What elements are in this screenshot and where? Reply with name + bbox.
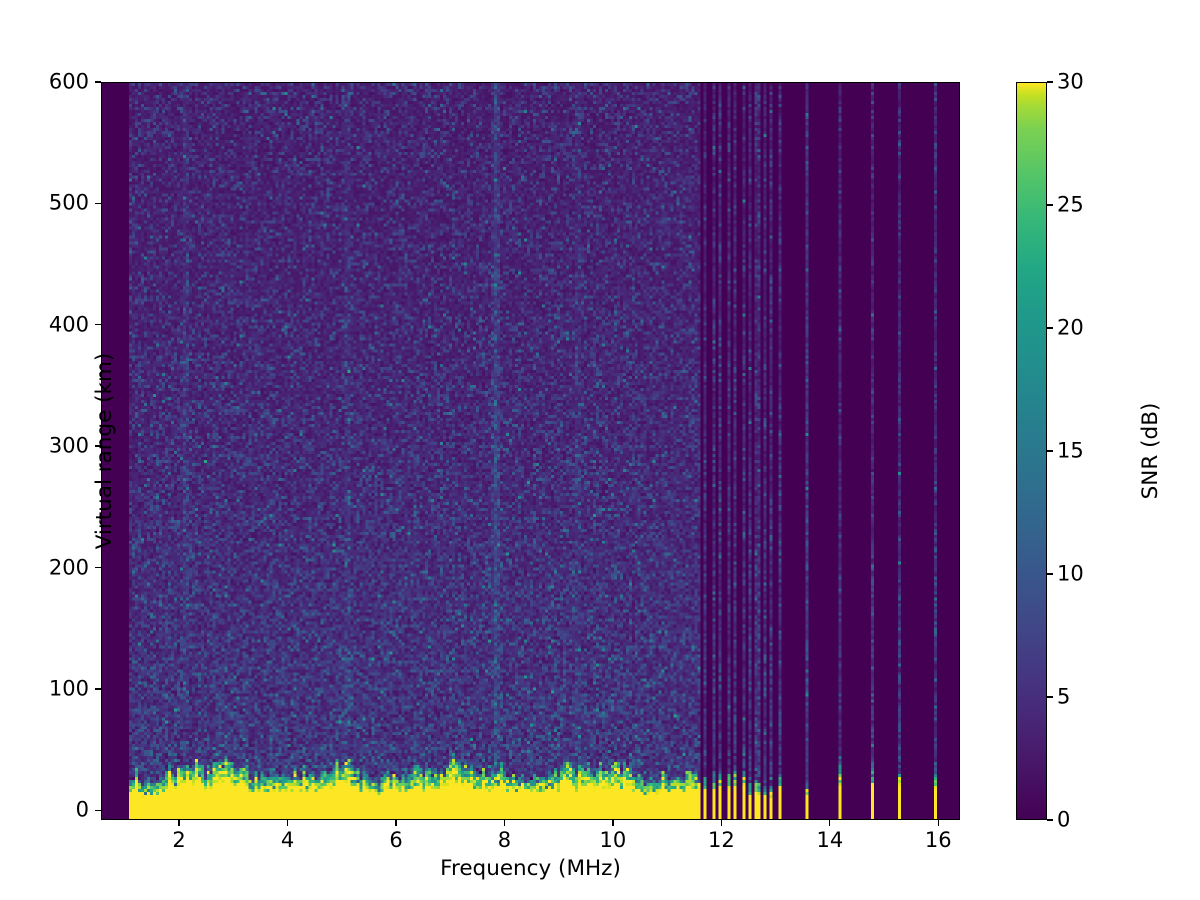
y-axis-label: Virtual range (km) xyxy=(91,352,117,550)
colorbar xyxy=(1016,82,1047,820)
x-tick-label: 6 xyxy=(389,828,403,852)
colorbar-tick-label: 5 xyxy=(1057,684,1071,709)
colorbar-tick-label: 0 xyxy=(1057,807,1071,832)
y-tick-label: 300 xyxy=(48,433,89,458)
x-tick-label: 8 xyxy=(497,828,512,852)
x-tick-label: 10 xyxy=(599,828,627,852)
x-tick-label: 16 xyxy=(924,828,952,852)
y-tick-mark xyxy=(95,566,101,569)
y-tick-mark xyxy=(95,81,101,83)
x-tick-mark xyxy=(178,820,180,826)
y-tick-label: 600 xyxy=(48,69,89,94)
colorbar-tick-mark xyxy=(1047,573,1053,575)
y-tick-mark xyxy=(95,688,101,690)
y-tick-mark xyxy=(95,809,101,811)
x-tick-mark xyxy=(286,820,289,826)
colorbar-tick-label: 30 xyxy=(1057,69,1084,94)
x-tick-mark xyxy=(720,820,723,826)
y-tick-mark xyxy=(95,324,101,326)
colorbar-tick-mark xyxy=(1047,81,1053,83)
plot-axes xyxy=(101,82,960,820)
ionogram-heatmap xyxy=(102,83,959,819)
colorbar-tick-label: 15 xyxy=(1057,438,1084,463)
x-tick-label: 2 xyxy=(172,828,186,852)
y-tick-label: 400 xyxy=(48,312,89,337)
colorbar-label: SNR (dB) xyxy=(1137,402,1163,500)
y-tick-mark xyxy=(95,202,101,205)
colorbar-tick-label: 10 xyxy=(1057,561,1084,586)
x-tick-mark xyxy=(829,820,831,826)
x-tick-label: 14 xyxy=(816,828,844,852)
x-tick-mark xyxy=(937,820,939,826)
colorbar-tick-mark xyxy=(1047,327,1053,329)
x-axis-label: Frequency (MHz) xyxy=(440,856,621,881)
y-tick-mark xyxy=(95,445,101,447)
x-tick-mark xyxy=(503,820,506,826)
y-tick-label: 500 xyxy=(48,190,89,215)
x-tick-label: 4 xyxy=(280,828,295,852)
y-tick-label: 200 xyxy=(48,555,89,580)
colorbar-gradient xyxy=(1017,83,1046,819)
x-tick-label: 12 xyxy=(708,828,735,852)
x-tick-mark xyxy=(612,820,614,826)
colorbar-tick-label: 20 xyxy=(1057,315,1084,340)
y-tick-label: 100 xyxy=(48,676,89,701)
colorbar-tick-mark xyxy=(1047,204,1053,206)
x-tick-mark xyxy=(395,820,397,826)
colorbar-tick-mark xyxy=(1047,696,1053,698)
y-tick-label: 0 xyxy=(75,797,89,822)
colorbar-tick-mark xyxy=(1047,819,1053,821)
colorbar-tick-label: 25 xyxy=(1057,192,1084,217)
colorbar-tick-mark xyxy=(1047,450,1053,452)
